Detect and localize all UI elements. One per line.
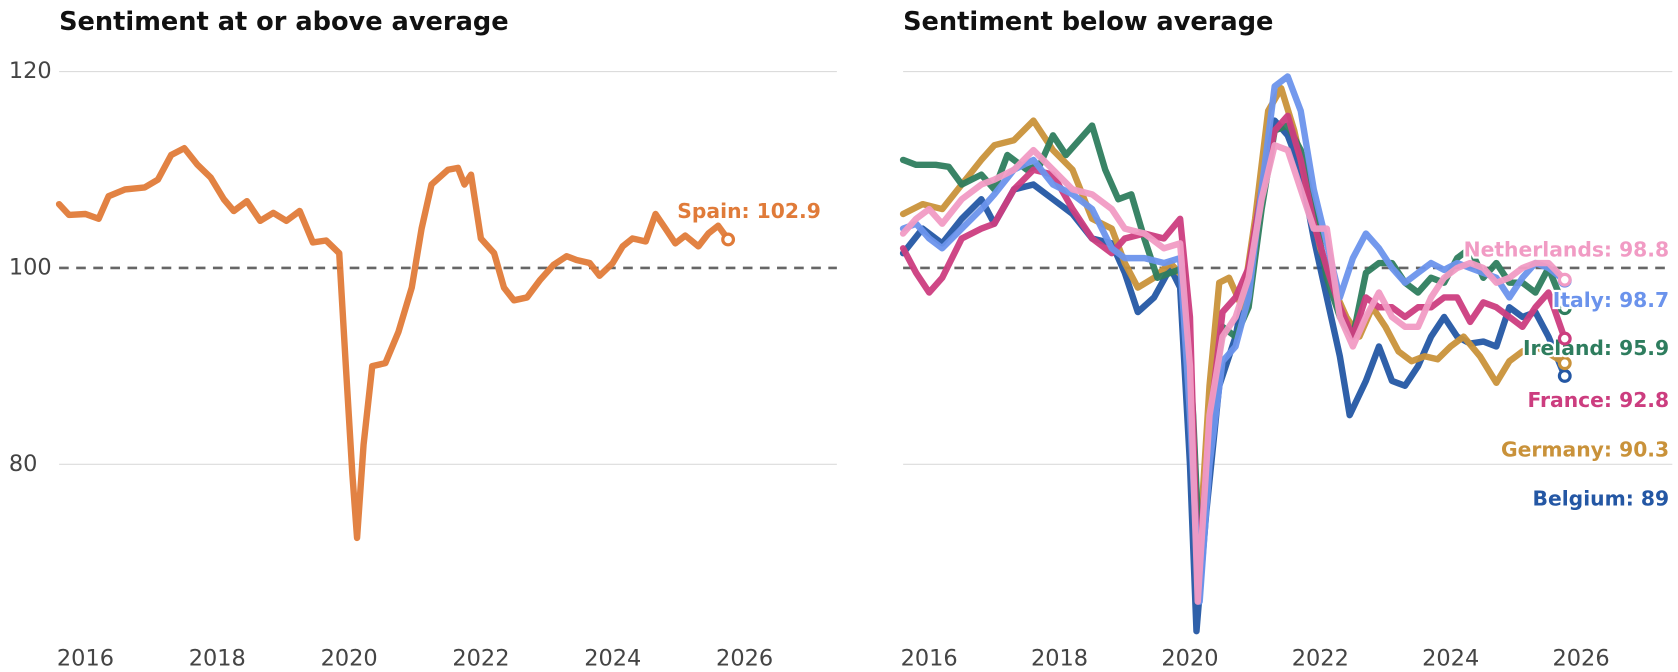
end-marker: [1557, 368, 1572, 383]
x-tick-label: 2016: [901, 646, 958, 672]
end-label: Ireland: 95.9: [1523, 336, 1669, 360]
end-marker: [1557, 272, 1572, 287]
y-tick-label: 120: [9, 58, 52, 84]
series-line: [899, 117, 1568, 635]
x-tick-label: 2020: [1161, 646, 1218, 672]
x-tick-label: 2026: [716, 646, 773, 672]
x-tick-label: 2016: [57, 646, 114, 672]
end-label: Germany: 90.3: [1501, 437, 1669, 461]
x-tick-label: 2018: [189, 646, 246, 672]
end-label: Spain: 102.9: [677, 199, 821, 223]
end-marker: [721, 232, 736, 247]
x-tick-label: 2024: [584, 646, 641, 672]
end-marker: [1557, 301, 1572, 316]
series-line: [899, 141, 1568, 605]
chart-title: Sentiment below average: [903, 7, 1273, 37]
x-tick-label: 2020: [321, 646, 378, 672]
end-label: Belgium: 89: [1533, 486, 1670, 510]
chart-title: Sentiment at or above average: [59, 7, 509, 37]
y-tick-label: 100: [9, 254, 52, 280]
end-label: France: 92.8: [1527, 388, 1669, 412]
x-tick-label: 2026: [1553, 646, 1610, 672]
x-tick-label: 2024: [1422, 646, 1479, 672]
end-label: Netherlands: 98.8: [1464, 238, 1670, 262]
x-tick-label: 2022: [1292, 646, 1349, 672]
x-tick-label: 2022: [452, 646, 509, 672]
end-marker: [1557, 356, 1572, 371]
y-tick-label: 80: [9, 451, 38, 477]
end-label: Italy: 98.7: [1553, 288, 1669, 312]
end-marker: [1557, 331, 1572, 346]
series-line: [55, 144, 732, 542]
x-tick-label: 2018: [1031, 646, 1088, 672]
